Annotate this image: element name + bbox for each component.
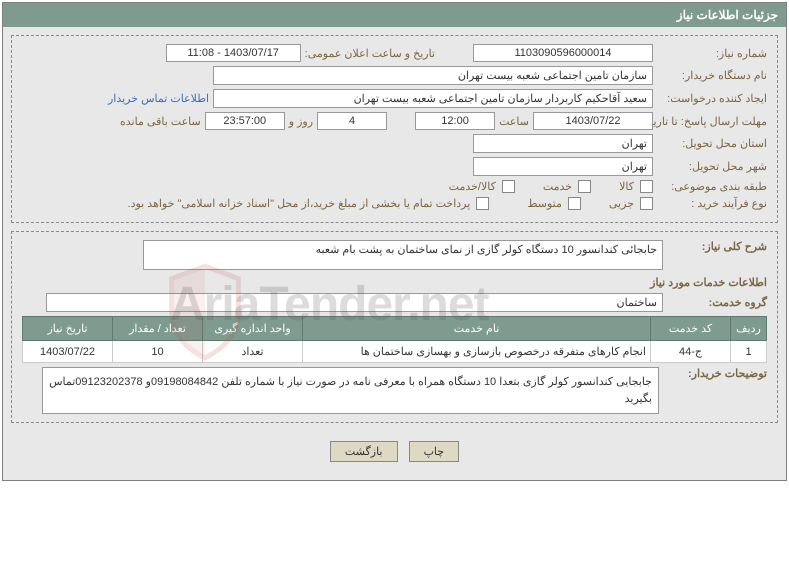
need-number-label: شماره نیاز: xyxy=(657,47,767,60)
th-code: کد خدمت xyxy=(651,317,731,341)
service-group-label: گروه خدمت: xyxy=(667,296,767,309)
time-label: ساعت xyxy=(499,115,529,128)
back-button[interactable]: بازگشت xyxy=(330,441,398,462)
payment-note: پرداخت تمام یا بخشی از مبلغ خرید،از محل … xyxy=(128,197,471,210)
cat-both-label: کالا/خدمت xyxy=(449,180,496,193)
th-qty: تعداد / مقدار xyxy=(113,317,203,341)
deadline-label: مهلت ارسال پاسخ: تا تاریخ: xyxy=(657,115,767,128)
cat-goods-checkbox[interactable] xyxy=(640,180,653,193)
cell-date: 1403/07/22 xyxy=(23,341,113,363)
th-date: تاریخ نیاز xyxy=(23,317,113,341)
pt-minor-label: جزیی xyxy=(609,197,634,210)
cell-num: 1 xyxy=(731,341,767,363)
th-name: نام خدمت xyxy=(303,317,651,341)
button-row: چاپ بازگشت xyxy=(11,431,778,472)
cell-name: انجام کارهای متفرقه درخصوص بازسازی و بهس… xyxy=(303,341,651,363)
buyer-notes-label: توضیحات خریدار: xyxy=(667,367,767,380)
content-area: شماره نیاز: 1103090596000014 تاریخ و ساع… xyxy=(3,27,786,480)
services-table: ردیف کد خدمت نام خدمت واحد اندازه گیری ت… xyxy=(22,316,767,363)
announce-value: 1403/07/17 - 11:08 xyxy=(166,44,301,62)
province-value: تهران xyxy=(473,134,653,153)
deadline-date: 1403/07/22 xyxy=(533,112,653,130)
general-desc-value: جابجائی کندانسور 10 دستگاه کولر گازی از … xyxy=(143,240,663,270)
cell-qty: 10 xyxy=(113,341,203,363)
th-row: ردیف xyxy=(731,317,767,341)
main-container: جزئیات اطلاعات نیاز شماره نیاز: 11030905… xyxy=(2,2,787,481)
need-number-value: 1103090596000014 xyxy=(473,44,653,62)
service-group-value: ساختمان xyxy=(46,293,663,312)
requester-label: ایجاد کننده درخواست: xyxy=(657,92,767,105)
print-button[interactable]: چاپ xyxy=(409,441,460,462)
page-title: جزئیات اطلاعات نیاز xyxy=(3,3,786,27)
payment-checkbox[interactable] xyxy=(476,197,489,210)
purchase-type-label: نوع فرآیند خرید : xyxy=(657,197,767,210)
cell-code: ج-44 xyxy=(651,341,731,363)
details-section: شرح کلی نیاز: جابجائی کندانسور 10 دستگاه… xyxy=(11,231,778,423)
pt-minor-checkbox[interactable] xyxy=(640,197,653,210)
category-label: طبقه بندی موضوعی: xyxy=(657,180,767,193)
remaining-label: ساعت باقی مانده xyxy=(120,115,201,128)
contact-link[interactable]: اطلاعات تماس خریدار xyxy=(108,92,209,105)
cat-goods-label: کالا xyxy=(619,180,634,193)
city-label: شهر محل تحویل: xyxy=(657,160,767,173)
cat-service-checkbox[interactable] xyxy=(578,180,591,193)
days-label: روز و xyxy=(289,115,313,128)
buyer-label: نام دستگاه خریدار: xyxy=(657,69,767,82)
th-unit: واحد اندازه گیری xyxy=(203,317,303,341)
announce-label: تاریخ و ساعت اعلان عمومی: xyxy=(305,47,435,60)
services-info-label: اطلاعات خدمات مورد نیاز xyxy=(650,276,767,289)
table-row: 1 ج-44 انجام کارهای متفرقه درخصوص بازساز… xyxy=(23,341,767,363)
requester-value: سعید آقاحکیم کاربردار سازمان تامین اجتما… xyxy=(213,89,653,108)
pt-medium-checkbox[interactable] xyxy=(568,197,581,210)
cat-both-checkbox[interactable] xyxy=(502,180,515,193)
cat-service-label: خدمت xyxy=(543,180,572,193)
remaining-time: 23:57:00 xyxy=(205,112,285,130)
pt-medium-label: متوسط xyxy=(527,197,562,210)
info-section: شماره نیاز: 1103090596000014 تاریخ و ساع… xyxy=(11,35,778,223)
cell-unit: تعداد xyxy=(203,341,303,363)
days-value: 4 xyxy=(317,112,387,130)
general-desc-label: شرح کلی نیاز: xyxy=(667,240,767,253)
deadline-time: 12:00 xyxy=(415,112,495,130)
province-label: استان محل تحویل: xyxy=(657,137,767,150)
buyer-value: سازمان تامین اجتماعی شعبه بیست تهران xyxy=(213,66,653,85)
buyer-notes-value: جابجایی کندانسور کولر گازی بتعدا 10 دستگ… xyxy=(42,367,659,414)
city-value: تهران xyxy=(473,157,653,176)
